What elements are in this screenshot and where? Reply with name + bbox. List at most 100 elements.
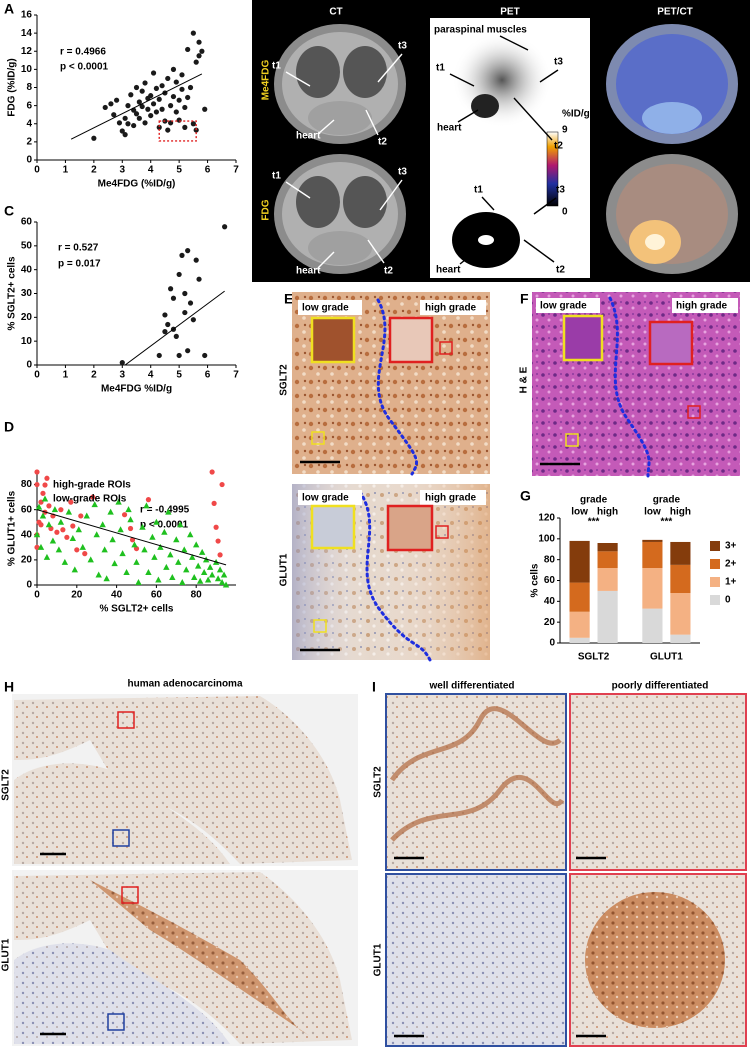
bar-segment xyxy=(569,540,590,583)
point xyxy=(185,46,191,53)
point xyxy=(176,97,182,103)
point xyxy=(116,120,123,126)
column-title: well differentiated xyxy=(428,681,514,692)
y-tick-label: 40 xyxy=(21,529,33,540)
legend-label: 0 xyxy=(725,595,731,606)
boundary xyxy=(358,490,432,662)
point xyxy=(34,544,40,550)
point xyxy=(142,120,148,126)
roi xyxy=(439,341,453,355)
inset xyxy=(648,320,694,366)
colorbar-min: 0 xyxy=(562,207,568,218)
y-axis-label: % cells xyxy=(530,563,541,597)
point xyxy=(136,115,142,121)
image-label: t3 xyxy=(398,41,407,52)
point xyxy=(185,94,191,101)
row-label: SGLT2 xyxy=(1,769,12,801)
group-label: GLUT1 xyxy=(650,652,683,663)
point xyxy=(71,566,79,573)
image-label: heart xyxy=(437,123,462,134)
significance: *** xyxy=(661,517,673,528)
column-title: PET xyxy=(500,7,519,18)
y-tick-label: 0 xyxy=(26,360,32,371)
image-label: paraspinal muscles xyxy=(434,25,527,36)
y-tick-label: 80 xyxy=(21,479,33,490)
point xyxy=(162,312,168,318)
point xyxy=(198,548,206,555)
label-bg xyxy=(420,300,486,315)
bar-segment xyxy=(569,611,590,638)
point xyxy=(131,541,138,548)
point xyxy=(119,360,125,366)
category-label: low xyxy=(571,507,588,518)
panel-letter: A xyxy=(4,1,14,17)
point xyxy=(187,84,194,91)
bar-segment xyxy=(642,541,663,568)
point xyxy=(175,558,182,565)
point xyxy=(215,538,221,544)
region-label: high grade xyxy=(676,301,728,312)
x-tick-label: 0 xyxy=(34,165,40,176)
bar-segment xyxy=(670,564,691,593)
inset xyxy=(310,504,356,550)
point xyxy=(216,566,224,573)
point xyxy=(149,533,156,540)
x-tick-label: 3 xyxy=(120,165,126,176)
bar-segment xyxy=(597,590,618,643)
point xyxy=(103,575,110,582)
point xyxy=(115,498,122,505)
histology-image xyxy=(385,873,567,1047)
point xyxy=(202,106,208,112)
ct-image xyxy=(274,24,406,274)
point xyxy=(217,552,223,558)
point xyxy=(122,132,128,138)
point xyxy=(125,506,132,513)
point xyxy=(136,99,142,105)
bar-segment xyxy=(642,539,663,542)
point xyxy=(46,503,52,509)
panel-b: CT PET PET/CT Me4FDG FDG %ID/g: 9 0 t1 t… xyxy=(252,0,750,282)
point xyxy=(108,101,114,107)
colorbar-max: 9 xyxy=(562,125,568,136)
y-tick-label: 8 xyxy=(26,82,32,93)
y-tick-label: 80 xyxy=(544,554,556,565)
point xyxy=(155,576,162,583)
boundary xyxy=(376,298,419,476)
point xyxy=(165,321,171,328)
point xyxy=(179,72,185,78)
column-title: PET/CT xyxy=(657,7,693,18)
bar-segment xyxy=(597,551,618,568)
point xyxy=(182,290,188,297)
x-axis-label: % SGLT2+ cells xyxy=(99,604,173,615)
point xyxy=(99,521,106,528)
point xyxy=(145,568,152,575)
image-label: heart xyxy=(296,266,321,277)
point xyxy=(150,101,157,107)
row-label: Me4FDG xyxy=(261,59,272,100)
panel-title: human adenocarcinoma xyxy=(127,679,242,690)
panel-letter: F xyxy=(520,291,529,307)
y-tick-label: 12 xyxy=(21,46,33,57)
point xyxy=(145,497,152,503)
point xyxy=(219,481,225,488)
y-tick-label: 40 xyxy=(544,596,556,607)
point xyxy=(196,577,204,584)
legend-label: low-grade ROIs xyxy=(53,494,127,505)
point xyxy=(87,556,94,563)
point xyxy=(111,560,118,567)
point xyxy=(131,122,137,129)
point xyxy=(101,546,108,553)
y-tick-label: 16 xyxy=(21,10,33,21)
panel-letter: G xyxy=(520,488,531,504)
point xyxy=(83,512,90,519)
point xyxy=(68,499,74,505)
bar-segment xyxy=(670,593,691,635)
image-label: t2 xyxy=(384,266,393,277)
point xyxy=(213,524,219,530)
y-tick-label: 4 xyxy=(26,118,32,129)
x-tick-label: 4 xyxy=(148,370,154,381)
panel-h: human adenocarcinoma SGLT2 GLUT1 xyxy=(1,679,358,1046)
x-tick-label: 7 xyxy=(233,165,239,176)
point xyxy=(127,525,134,532)
y-tick-label: 40 xyxy=(21,264,33,275)
